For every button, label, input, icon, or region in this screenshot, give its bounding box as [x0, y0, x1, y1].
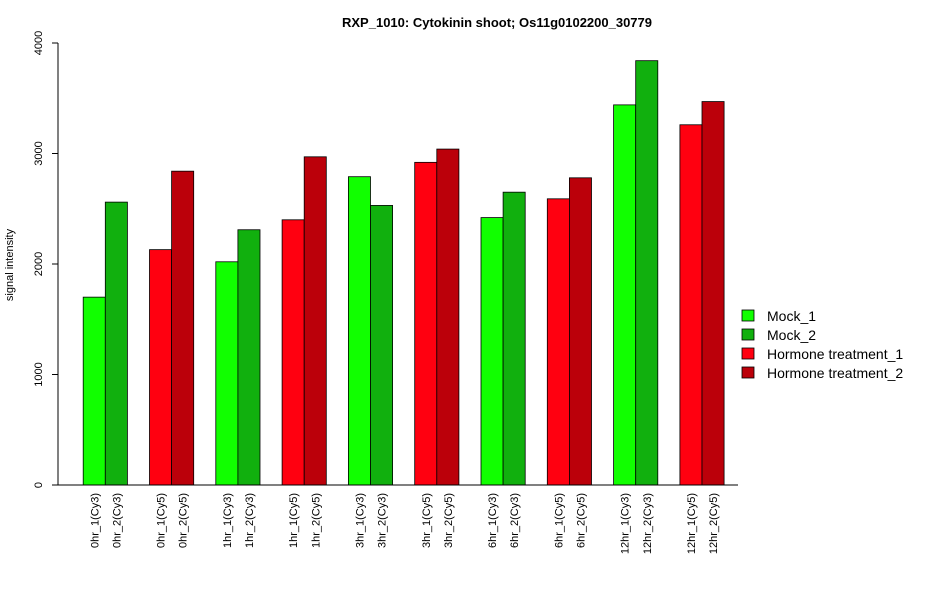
x-tick-label: 12hr_1(Cy3)	[620, 493, 632, 554]
bar	[502, 191, 526, 486]
x-tick-label: 6hr_2(Cy5)	[575, 493, 587, 548]
bar	[281, 219, 305, 486]
bar	[303, 156, 327, 486]
bar	[104, 201, 128, 486]
legend-label: Hormone treatment_2	[767, 365, 903, 381]
legend-label: Mock_1	[767, 308, 816, 324]
y-axis: 0 1000 2000 3000 4000	[33, 31, 738, 488]
legend-swatch	[741, 366, 755, 379]
bar	[237, 229, 261, 486]
bar	[635, 60, 659, 486]
bar	[347, 176, 371, 486]
legend-swatch	[741, 347, 755, 360]
y-axis-label: signal intensity	[4, 228, 16, 301]
x-tick-labels: 0hr_1(Cy3) 0hr_2(Cy3) 0hr_1(Cy5) 0hr_2(Cy5)…	[89, 493, 720, 554]
x-tick-label: 3hr_2(Cy3)	[377, 493, 389, 548]
bar	[215, 261, 239, 486]
bars-layer	[82, 60, 725, 486]
x-tick-label: 12hr_2(Cy5)	[708, 493, 720, 554]
bar	[701, 101, 725, 486]
x-tick-label: 6hr_1(Cy3)	[487, 493, 499, 548]
bar	[679, 124, 703, 486]
x-tick-label: 3hr_1(Cy3)	[354, 493, 366, 548]
x-tick-label: 1hr_2(Cy3)	[244, 493, 256, 548]
bar	[149, 249, 173, 486]
y-tick-label: 3000	[33, 141, 45, 165]
y-tick-label: 1000	[33, 362, 45, 386]
x-tick-label: 3hr_1(Cy5)	[421, 493, 433, 548]
legend: Mock_1 Mock_2 Hormone treatment_1 Hormone t…	[741, 308, 903, 381]
x-tick-label: 6hr_1(Cy5)	[553, 493, 565, 548]
x-tick-label: 6hr_2(Cy3)	[509, 493, 521, 548]
y-tick-label: 0	[33, 482, 45, 488]
x-tick-label: 12hr_2(Cy3)	[642, 493, 654, 554]
x-tick-label: 0hr_2(Cy5)	[178, 493, 190, 548]
bar	[171, 170, 195, 486]
legend-label: Mock_2	[767, 327, 816, 343]
bar	[613, 104, 637, 486]
x-tick-label: 0hr_1(Cy5)	[156, 493, 168, 548]
x-tick-label: 12hr_1(Cy5)	[686, 493, 698, 554]
y-tick-label: 4000	[33, 31, 45, 55]
x-tick-label: 3hr_2(Cy5)	[443, 493, 455, 548]
x-tick-label: 1hr_1(Cy5)	[288, 493, 300, 548]
x-tick-label: 1hr_1(Cy3)	[222, 493, 234, 548]
bar	[370, 205, 394, 486]
bar	[546, 198, 570, 486]
x-tick-label: 0hr_2(Cy3)	[111, 493, 123, 548]
x-tick-label: 1hr_2(Cy5)	[310, 493, 322, 548]
chart-title: RXP_1010: Cytokinin shoot; Os11g0102200_…	[342, 15, 652, 30]
bar	[436, 148, 460, 486]
legend-swatch	[741, 328, 755, 341]
legend-label: Hormone treatment_1	[767, 346, 903, 362]
bar	[414, 161, 438, 486]
y-tick-label: 2000	[33, 252, 45, 276]
bar	[480, 217, 504, 486]
legend-swatch	[741, 309, 755, 322]
bar	[82, 296, 106, 486]
x-tick-label: 0hr_1(Cy3)	[89, 493, 101, 548]
bar	[569, 177, 592, 486]
